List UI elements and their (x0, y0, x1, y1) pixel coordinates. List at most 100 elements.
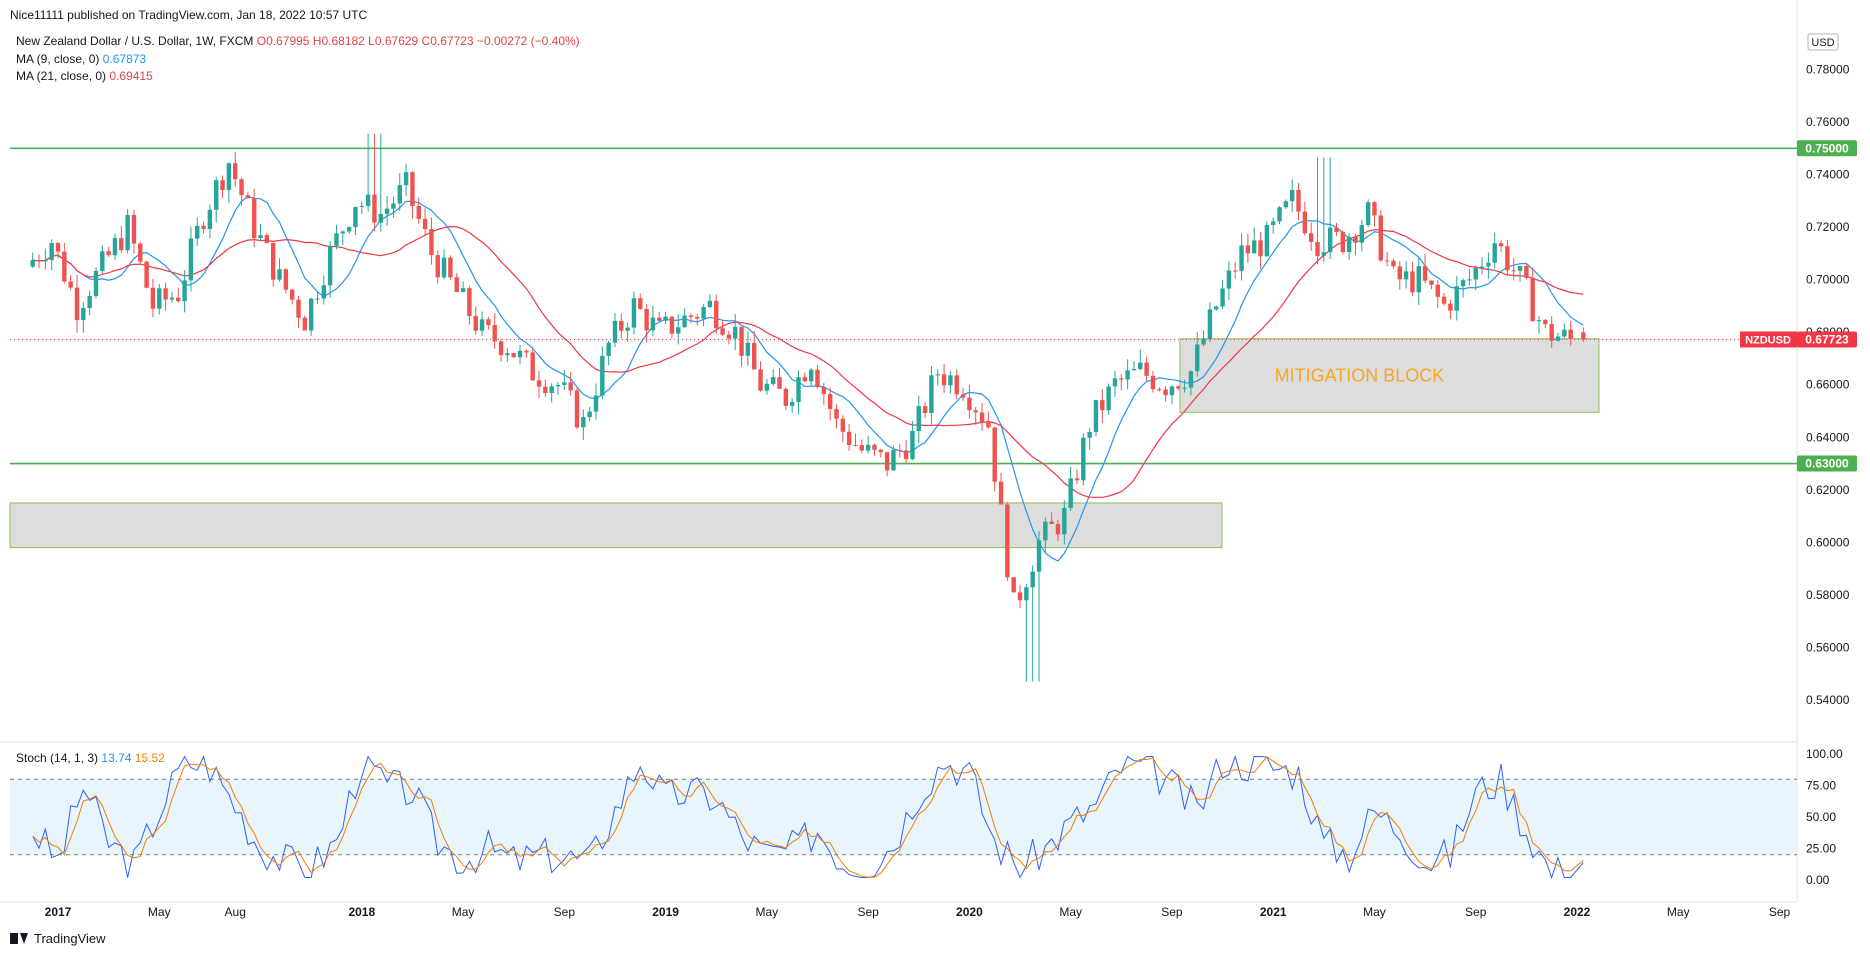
candle-body (1536, 319, 1542, 322)
candle-body (365, 194, 371, 207)
candle-body (1201, 338, 1206, 345)
candle-body (1258, 240, 1263, 257)
candle-body (998, 481, 1004, 505)
candle-body (479, 319, 485, 331)
candle-body (1182, 387, 1187, 389)
time-tick-label: 2017 (45, 905, 72, 919)
stoch-k-line (32, 754, 1584, 880)
candle-body (650, 317, 656, 331)
candle-body (1321, 252, 1327, 256)
candle-body (986, 422, 991, 428)
candle-body (903, 450, 909, 460)
candle-body (1334, 227, 1339, 232)
candle-body (745, 342, 751, 356)
candle-body (1289, 189, 1295, 202)
time-tick-label: Sep (1769, 905, 1791, 919)
ma21-legend[interactable]: MA (21, close, 0) 0.69415 (16, 69, 153, 83)
candle-body (157, 288, 162, 309)
candle-body (138, 243, 143, 262)
candle-body (1296, 189, 1301, 212)
candle-body (87, 296, 92, 309)
candle-body (1505, 246, 1510, 271)
candle-body (1138, 362, 1143, 369)
time-tick-label: Sep (1465, 905, 1487, 919)
candle-body (1271, 221, 1276, 225)
candle-body (1207, 309, 1213, 339)
candle-body (226, 163, 232, 191)
candle-body (353, 206, 358, 228)
candle-body (182, 280, 187, 302)
axes: 0.780000.760000.740000.720000.700000.680… (45, 33, 1850, 919)
candle-body (1486, 262, 1491, 267)
candle-body (1543, 319, 1548, 325)
stoch-label: Stoch (14, 1, 3) (16, 751, 99, 765)
candle-body (1359, 225, 1365, 243)
candle-body (897, 449, 902, 451)
time-tick-label: 2018 (348, 905, 375, 919)
candle-body (150, 287, 156, 309)
candle-body (1195, 344, 1200, 372)
candle-body (346, 227, 352, 232)
candle-body (62, 251, 67, 282)
candle-body (929, 375, 934, 413)
candle-body (676, 327, 681, 334)
candle-body (1062, 507, 1067, 535)
candle-body (846, 431, 852, 445)
candle-body (1081, 437, 1086, 481)
candle-body (505, 353, 510, 356)
stoch-legend[interactable]: Stoch (14, 1, 3) 13.74 15.52 (16, 751, 165, 765)
candle-body (195, 225, 200, 239)
time-tick-label: 2022 (1564, 905, 1591, 919)
candle-body (391, 203, 396, 209)
candle-body (1397, 266, 1402, 280)
candle-body (720, 328, 725, 335)
candle-body (340, 231, 346, 234)
candle-body (1074, 478, 1080, 481)
candle-body (1277, 207, 1282, 222)
horizontal-levels[interactable] (10, 147, 1797, 465)
symbol-tag: NZDUSD (1745, 334, 1791, 346)
candle-body (403, 172, 409, 186)
candle-body (1403, 271, 1409, 280)
time-tick-label: May (148, 905, 171, 919)
candle-body (1416, 266, 1421, 293)
candle-body (669, 316, 675, 334)
candle-body (1220, 288, 1225, 307)
candle-body (606, 342, 611, 356)
candle-body (1214, 306, 1219, 310)
ma9-value: 0.67873 (102, 52, 147, 66)
candle-body (1460, 280, 1466, 287)
candle-body (948, 375, 953, 386)
ma21-value: 0.69415 (109, 69, 153, 83)
candle-body (384, 208, 390, 214)
symbol-title: New Zealand Dollar / U.S. Dollar, 1W, FX… (16, 34, 254, 48)
candle-body (758, 369, 763, 391)
symbol-tag-bg (1740, 331, 1797, 348)
candle-body (30, 260, 35, 267)
ma9-legend[interactable]: MA (9, close, 0) 0.67873 (16, 52, 146, 66)
demand-zone (9, 502, 1223, 549)
candle-body (1372, 202, 1377, 216)
level-tag-0.75000: 0.75000 (1805, 141, 1849, 155)
candle-body (1340, 231, 1346, 253)
candle-body (1176, 386, 1181, 389)
candle-body (492, 325, 497, 342)
candle-body (922, 406, 928, 413)
candle-body (1524, 266, 1529, 278)
candle-body (954, 375, 959, 395)
candle-body (707, 300, 713, 308)
candle-body (1087, 432, 1092, 438)
level-tag-0.63000: 0.63000 (1805, 457, 1849, 471)
candle-body (543, 386, 548, 394)
candle-body (821, 387, 827, 395)
tradingview-brand[interactable]: TradingView (10, 931, 106, 946)
candle-body (188, 238, 194, 281)
candle-body (435, 255, 440, 278)
candle-body (688, 315, 694, 317)
candle-body (43, 260, 48, 262)
currency-badge[interactable] (1807, 33, 1839, 51)
candle-body (308, 298, 314, 331)
candle-body (441, 257, 447, 278)
candle-body (1163, 389, 1168, 396)
